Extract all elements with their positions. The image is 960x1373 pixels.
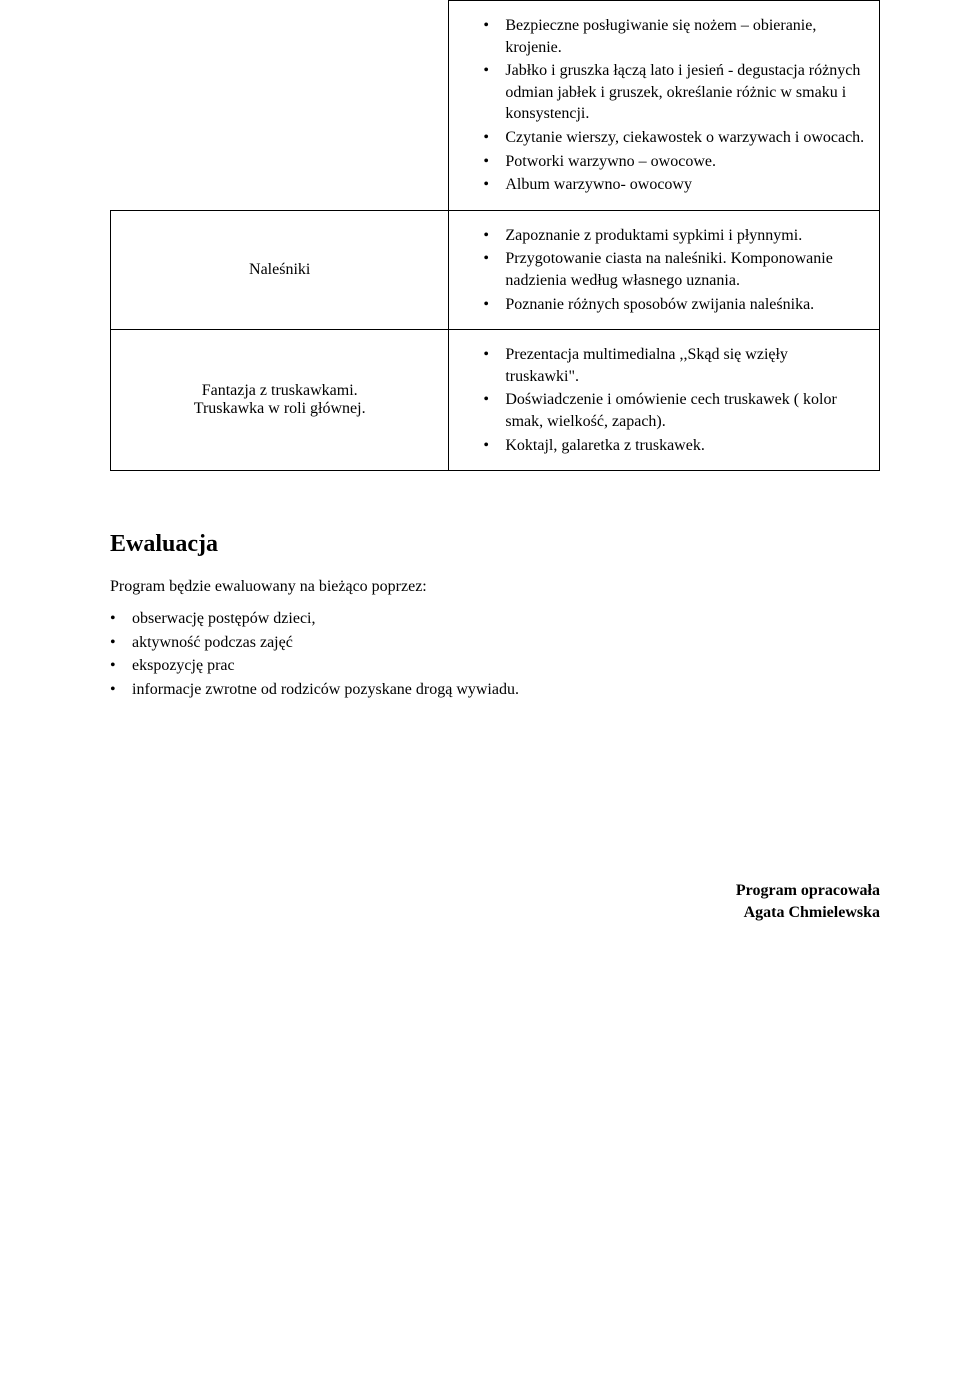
row-label: Naleśniki [125,261,434,279]
list-item: Poznanie różnych sposobów zwijania naleś… [483,294,865,316]
list-item: Koktajl, galaretka z truskawek. [483,435,865,457]
list-item: Album warzywno- owocowy [483,174,865,196]
footer-line: Program opracowała [110,880,880,902]
table-row: Naleśniki Zapoznanie z produktami sypkim… [111,210,880,329]
list-item: Przygotowanie ciasta na naleśniki. Kompo… [483,248,865,291]
list-item: obserwację postępów dzieci, [110,608,880,630]
table-row: Bezpieczne posługiwanie się nożem – obie… [111,1,880,211]
row-label: Truskawka w roli głównej. [125,400,434,418]
table-row: Fantazja z truskawkami. Truskawka w roli… [111,330,880,471]
list-item: Zapoznanie z produktami sypkimi i płynny… [483,225,865,247]
row-label: Fantazja z truskawkami. [125,382,434,400]
list-item: Potworki warzywno – owocowe. [483,151,865,173]
list-item: ekspozycję prac [110,655,880,677]
section-intro: Program będzie ewaluowany na bieżąco pop… [110,578,880,596]
footer-line: Agata Chmielewska [110,902,880,924]
section-heading: Ewaluacja [110,531,880,558]
evaluation-list: obserwację postępów dzieci, aktywność po… [110,608,880,700]
list-item: Jabłko i gruszka łączą lato i jesień - d… [483,60,865,125]
list-item: informacje zwrotne od rodziców pozyskane… [110,679,880,701]
list-item: Czytanie wierszy, ciekawostek o warzywac… [483,127,865,149]
list-item: Prezentacja multimedialna ,,Skąd się wzi… [483,344,865,387]
list-item: aktywność podczas zajęć [110,632,880,654]
list-item: Doświadczenie i omówienie cech truskawek… [483,389,865,432]
footer-block: Program opracowała Agata Chmielewska [110,880,880,923]
content-table: Bezpieczne posługiwanie się nożem – obie… [110,0,880,471]
bullet-list: Bezpieczne posługiwanie się nożem – obie… [463,15,865,196]
list-item: Bezpieczne posługiwanie się nożem – obie… [483,15,865,58]
bullet-list: Prezentacja multimedialna ,,Skąd się wzi… [463,344,865,456]
bullet-list: Zapoznanie z produktami sypkimi i płynny… [463,225,865,315]
